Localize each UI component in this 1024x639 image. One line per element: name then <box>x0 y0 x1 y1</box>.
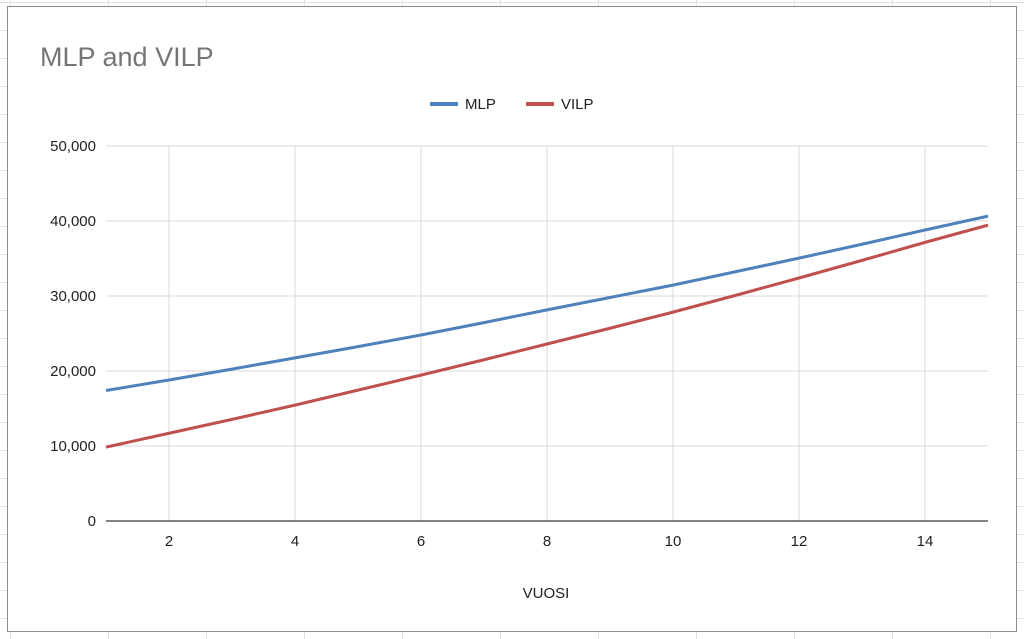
y-tick-label: 20,000 <box>50 363 96 380</box>
line-chart: MLP and VILP MLP VILP 0 10,000 20,000 30,000… <box>40 42 989 602</box>
x-tick-label: 4 <box>291 533 299 550</box>
chart-title: MLP and VILP <box>40 42 214 72</box>
y-tick-label: 0 <box>88 513 96 530</box>
y-tick-label: 10,000 <box>50 438 96 455</box>
x-tick-label: 10 <box>665 533 682 550</box>
gridlines <box>106 145 988 522</box>
tick-labels: 0 10,000 20,000 30,000 40,000 50,000 2 4 6 8 10 12 1… <box>50 138 933 550</box>
series-lines <box>105 214 989 449</box>
series-line-mlp <box>105 214 989 392</box>
legend-label-vilp: VILP <box>561 96 594 113</box>
x-tick-label: 12 <box>791 533 808 550</box>
y-tick-label: 30,000 <box>50 288 96 305</box>
x-tick-label: 14 <box>917 533 934 550</box>
x-tick-label: 2 <box>165 533 173 550</box>
y-tick-label: 40,000 <box>50 213 96 230</box>
legend-label-mlp: MLP <box>465 96 496 113</box>
x-tick-label: 6 <box>417 533 425 550</box>
x-axis-label: VUOSI <box>523 585 570 602</box>
legend: MLP VILP <box>430 96 594 113</box>
chart-area[interactable]: MLP and VILP MLP VILP 0 10,000 20,000 30,000… <box>7 6 1017 632</box>
x-tick-label: 8 <box>543 533 551 550</box>
series-line-vilp <box>105 223 989 449</box>
y-tick-label: 50,000 <box>50 138 96 155</box>
